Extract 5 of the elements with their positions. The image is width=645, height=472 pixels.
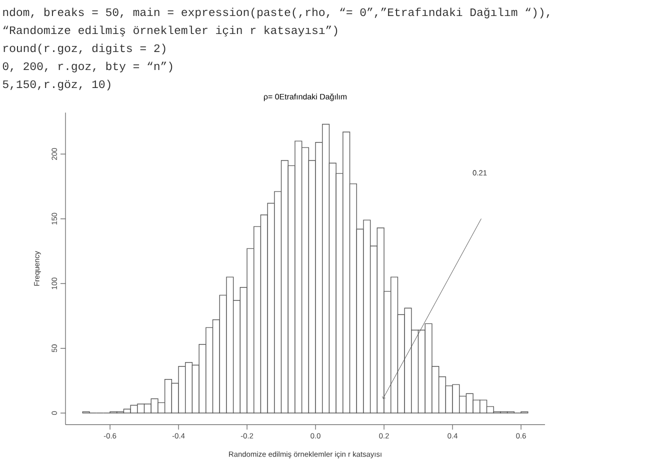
text: “Randomize edilmiş örneklemler için r katsayısı”)	[3, 26, 338, 36]
text: ndom, breaks = 50, main = expression(paste(,rho, “= 0”,”Etrafındaki Dağılım “)),	[3, 8, 550, 18]
text: round(r.goz, digits = 2)	[4, 44, 166, 54]
text: 0, 200, r.goz, bty = “n”)	[2, 62, 172, 72]
text: 5,150,r.göz, 10)	[2, 80, 110, 90]
